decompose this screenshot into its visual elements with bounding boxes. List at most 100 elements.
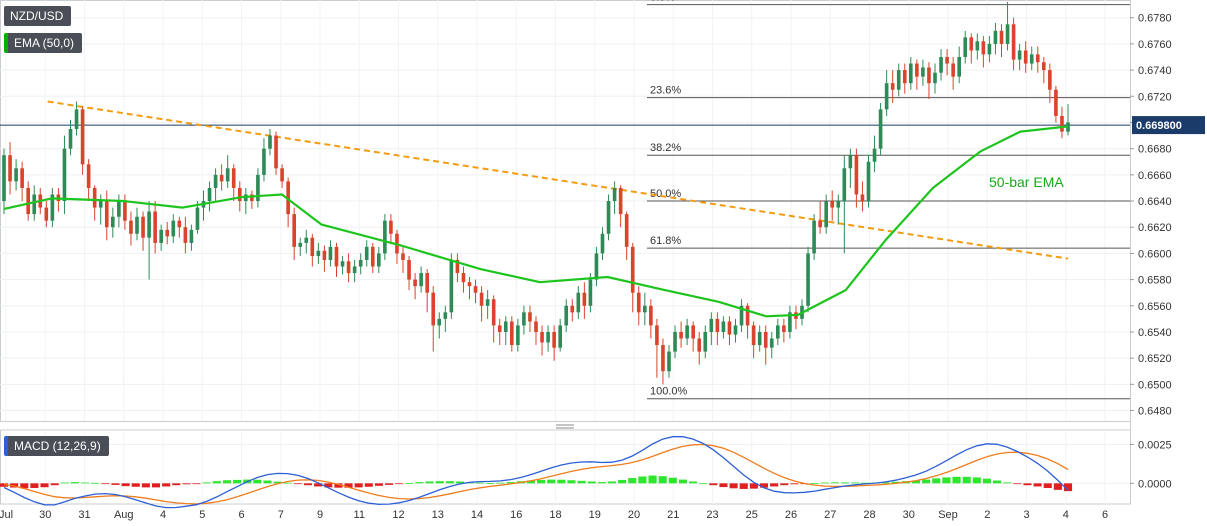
- candle-body: [963, 37, 968, 57]
- candle-body: [969, 37, 974, 51]
- macd-histogram-bar: [395, 483, 404, 485]
- candle-body: [104, 201, 109, 228]
- candle-body: [1054, 89, 1058, 116]
- candle-body: [92, 187, 97, 208]
- candle: [685, 318, 689, 346]
- time-tick-label: Aug: [114, 509, 134, 521]
- candle-body: [219, 174, 224, 182]
- macd-histogram-bar: [476, 482, 485, 484]
- macd-histogram-bar: [314, 483, 323, 487]
- candle-body: [890, 83, 895, 90]
- time-tick-label: 16: [510, 509, 522, 521]
- candle: [564, 299, 569, 332]
- candle: [449, 253, 454, 319]
- candle-body: [467, 282, 472, 287]
- candle: [963, 30, 968, 64]
- candle: [528, 305, 532, 332]
- candle-body: [884, 83, 889, 110]
- macd-indicator-label[interactable]: MACD (12,26,9): [4, 436, 109, 456]
- candle: [981, 36, 986, 68]
- candle: [540, 325, 544, 356]
- macd-histogram-bar: [1003, 482, 1012, 484]
- candle-body: [866, 161, 871, 202]
- time-tick-label: 19: [589, 509, 601, 521]
- time-tick-label: Jul: [0, 509, 13, 521]
- candle: [878, 102, 883, 156]
- candle-body: [842, 168, 847, 202]
- candle-body: [189, 229, 194, 243]
- candle-body: [957, 56, 961, 77]
- candle: [491, 295, 496, 343]
- candle: [987, 36, 992, 63]
- candle-body: [286, 181, 290, 215]
- candle-body: [733, 325, 738, 335]
- candle-body: [68, 129, 73, 149]
- candle: [618, 185, 623, 228]
- candle: [896, 63, 901, 97]
- time-tick-label: 4: [1063, 509, 1069, 521]
- candle-body: [497, 325, 502, 332]
- candle-body: [915, 63, 919, 77]
- macd-histogram-bar: [749, 483, 758, 489]
- candle: [189, 224, 194, 251]
- ema-annotation: 50-bar EMA: [989, 174, 1064, 190]
- macd-histogram-bar: [20, 483, 29, 489]
- candle-body: [298, 242, 303, 247]
- candle-body: [510, 321, 514, 346]
- candle-body: [981, 41, 986, 55]
- time-tick-label: 6: [1102, 509, 1108, 521]
- candle: [612, 181, 617, 215]
- macd-histogram-bar: [506, 482, 515, 484]
- macd-histogram-bar: [547, 479, 556, 484]
- candle-body: [1042, 62, 1046, 71]
- candle: [485, 290, 490, 319]
- instrument-label[interactable]: NZD/USD: [4, 6, 72, 26]
- candle-body: [830, 201, 835, 208]
- candle: [909, 56, 913, 90]
- candle: [558, 318, 562, 352]
- candle: [62, 135, 67, 215]
- time-tick-label: 30: [903, 509, 915, 521]
- ema-indicator-label[interactable]: EMA (50,0): [4, 33, 83, 53]
- candle: [703, 325, 708, 359]
- candle: [358, 253, 363, 275]
- candle: [250, 190, 254, 209]
- time-tick-label: 2: [984, 509, 990, 521]
- macd-histogram-bar: [405, 483, 414, 484]
- macd-histogram-bar: [658, 476, 667, 484]
- candle-body: [117, 201, 121, 217]
- time-tick-label: 27: [824, 509, 836, 521]
- candle: [14, 159, 18, 191]
- candle-body: [455, 259, 460, 274]
- candle: [364, 240, 369, 267]
- candle: [739, 299, 744, 332]
- candle-body: [280, 168, 284, 182]
- macd-histogram-bar: [597, 482, 606, 484]
- candle: [921, 59, 925, 86]
- candle-body: [364, 246, 369, 260]
- candle-body: [1048, 70, 1052, 90]
- candle: [733, 318, 738, 343]
- macd-histogram-bar: [770, 483, 779, 487]
- macd-histogram-bar: [861, 482, 870, 484]
- macd-histogram-bar: [40, 483, 49, 488]
- candle-body: [715, 318, 720, 332]
- candle-body: [763, 331, 768, 348]
- candle: [262, 138, 266, 182]
- candle-body: [534, 321, 538, 332]
- fibonacci-level-label: 100.0%: [650, 386, 688, 398]
- candle-body: [437, 318, 442, 326]
- macd-histogram-bar: [678, 479, 687, 484]
- macd-histogram-bar: [526, 480, 535, 484]
- macd-histogram-bar: [932, 478, 941, 484]
- candle-body: [207, 187, 212, 202]
- macd-histogram-bar: [212, 481, 221, 484]
- macd-histogram-bar: [881, 482, 890, 484]
- candle: [1011, 17, 1016, 71]
- macd-histogram-bar: [648, 475, 657, 484]
- macd-histogram-bar: [172, 483, 181, 486]
- candle-body: [909, 63, 913, 84]
- macd-histogram-bar: [709, 483, 718, 486]
- macd-tick-label: 0.0000: [1138, 478, 1172, 490]
